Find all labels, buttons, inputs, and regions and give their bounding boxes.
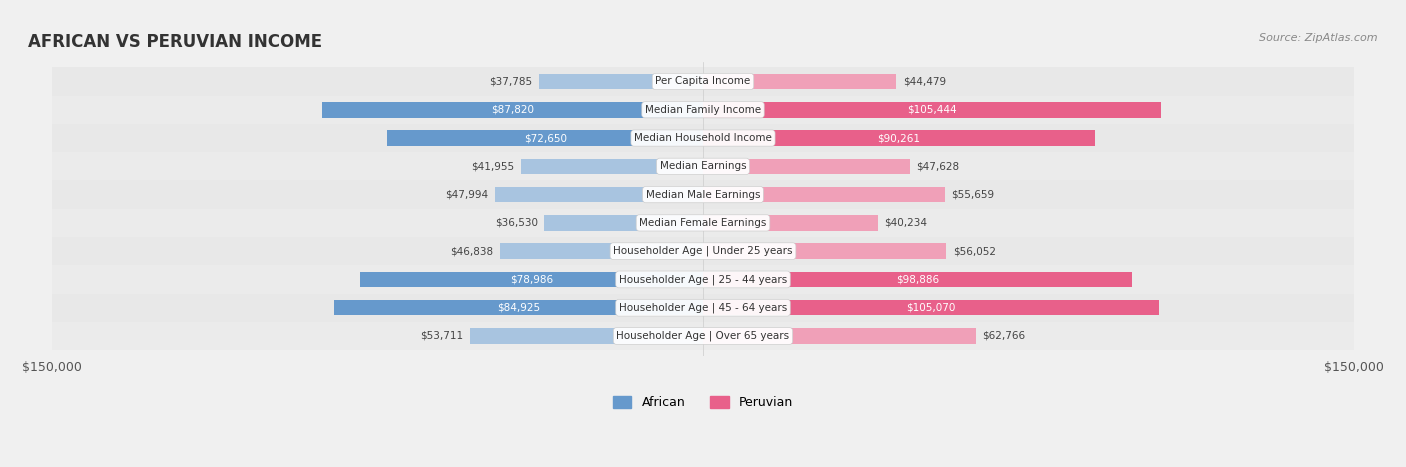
Bar <box>52 152 1354 180</box>
Text: Householder Age | Under 25 years: Householder Age | Under 25 years <box>613 246 793 256</box>
Text: $87,820: $87,820 <box>491 105 534 115</box>
Bar <box>360 272 703 287</box>
Bar <box>52 96 1354 124</box>
Bar <box>388 130 703 146</box>
Text: $62,766: $62,766 <box>983 331 1025 341</box>
Text: AFRICAN VS PERUVIAN INCOME: AFRICAN VS PERUVIAN INCOME <box>28 33 322 51</box>
Bar <box>52 322 1354 350</box>
Bar <box>703 102 1161 118</box>
Text: Householder Age | Over 65 years: Householder Age | Over 65 years <box>616 331 790 341</box>
Text: $72,650: $72,650 <box>524 133 567 143</box>
Bar <box>495 187 703 202</box>
Text: Median Earnings: Median Earnings <box>659 161 747 171</box>
Text: Per Capita Income: Per Capita Income <box>655 77 751 86</box>
Bar <box>703 215 877 231</box>
Bar <box>703 243 946 259</box>
Text: Source: ZipAtlas.com: Source: ZipAtlas.com <box>1260 33 1378 42</box>
Bar <box>703 187 945 202</box>
Text: Median Male Earnings: Median Male Earnings <box>645 190 761 199</box>
Bar <box>703 300 1160 316</box>
Text: $55,659: $55,659 <box>952 190 994 199</box>
Text: Median Household Income: Median Household Income <box>634 133 772 143</box>
Text: $105,444: $105,444 <box>907 105 956 115</box>
Text: $98,886: $98,886 <box>896 275 939 284</box>
Bar <box>544 215 703 231</box>
Bar <box>52 294 1354 322</box>
Text: $78,986: $78,986 <box>510 275 553 284</box>
Bar <box>52 124 1354 152</box>
Bar <box>703 74 896 89</box>
Bar <box>703 272 1132 287</box>
Text: $90,261: $90,261 <box>877 133 921 143</box>
Bar <box>52 237 1354 265</box>
Text: $41,955: $41,955 <box>471 161 515 171</box>
Legend: African, Peruvian: African, Peruvian <box>607 391 799 414</box>
Bar <box>538 74 703 89</box>
Text: Householder Age | 45 - 64 years: Householder Age | 45 - 64 years <box>619 303 787 313</box>
Text: $44,479: $44,479 <box>903 77 946 86</box>
Text: $56,052: $56,052 <box>953 246 995 256</box>
Bar <box>52 67 1354 96</box>
Bar <box>499 243 703 259</box>
Text: $53,711: $53,711 <box>420 331 463 341</box>
Bar <box>703 130 1095 146</box>
Bar <box>703 328 976 344</box>
Bar <box>322 102 703 118</box>
Text: $40,234: $40,234 <box>884 218 927 228</box>
Text: Median Female Earnings: Median Female Earnings <box>640 218 766 228</box>
Text: $47,994: $47,994 <box>444 190 488 199</box>
Bar <box>335 300 703 316</box>
Text: $36,530: $36,530 <box>495 218 538 228</box>
Text: $46,838: $46,838 <box>450 246 494 256</box>
Text: $105,070: $105,070 <box>907 303 956 313</box>
Text: $47,628: $47,628 <box>917 161 959 171</box>
Bar <box>52 209 1354 237</box>
Text: Householder Age | 25 - 44 years: Householder Age | 25 - 44 years <box>619 274 787 285</box>
Bar <box>470 328 703 344</box>
Text: Median Family Income: Median Family Income <box>645 105 761 115</box>
Bar <box>703 159 910 174</box>
Text: $37,785: $37,785 <box>489 77 533 86</box>
Text: $84,925: $84,925 <box>498 303 540 313</box>
Bar <box>52 265 1354 294</box>
Bar <box>52 180 1354 209</box>
Bar <box>520 159 703 174</box>
